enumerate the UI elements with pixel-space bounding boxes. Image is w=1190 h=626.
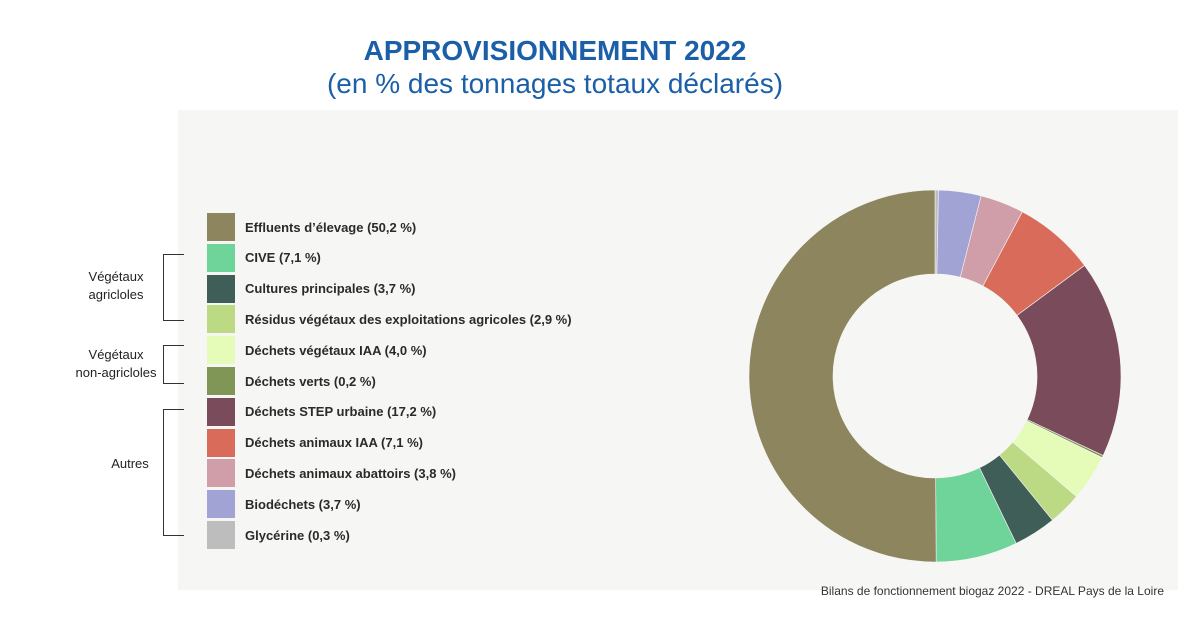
- group-bracket-vegetaux-agricoles: [163, 254, 184, 321]
- legend-label: Déchets verts (0,2 %): [245, 373, 376, 389]
- chart-title-line1: APPROVISIONNEMENT 2022: [363, 35, 747, 66]
- legend-label: Déchets végétaux IAA (4,0 %): [245, 342, 427, 358]
- legend-swatch: [207, 274, 235, 303]
- legend-item: CIVE (7,1 %): [207, 243, 627, 272]
- chart-subtitle: (en % des tonnages totaux déclarés): [326, 68, 784, 99]
- legend-label: Cultures principales (3,7 %): [245, 281, 416, 297]
- legend-swatch: [207, 367, 235, 395]
- group-bracket-vegetaux-non-agricoles: [163, 345, 184, 384]
- legend-label: Glycérine (0,3 %): [245, 527, 350, 543]
- legend-label: Biodéchets (3,7 %): [245, 496, 361, 512]
- group-label-line1: Autres: [111, 456, 149, 471]
- group-label-line2: non-agricloles: [75, 365, 157, 380]
- legend-item: Déchets végétaux IAA (4,0 %): [207, 336, 627, 365]
- legend-label: CIVE (7,1 %): [245, 250, 321, 266]
- legend-label: Effluents d’élevage (50,2 %): [245, 219, 417, 235]
- donut-chart: [748, 189, 1122, 563]
- donut-slice: [748, 189, 937, 563]
- legend-item: Résidus végétaux des exploitations agric…: [207, 305, 627, 334]
- legend-item: Effluents d’élevage (50,2 %): [207, 213, 627, 241]
- legend-swatch: [207, 397, 235, 426]
- legend-swatch: [207, 521, 235, 549]
- legend-label: Résidus végétaux des exploitations agric…: [245, 311, 572, 327]
- legend-label: Déchets STEP urbaine (17,2 %): [245, 404, 437, 420]
- legend-item: Déchets verts (0,2 %): [207, 367, 627, 395]
- legend-swatch: [207, 243, 235, 272]
- group-label-line2: agricloles: [88, 287, 144, 302]
- legend-item: Déchets STEP urbaine (17,2 %): [207, 397, 627, 426]
- group-bracket-autres: [163, 409, 184, 536]
- legend-swatch: [207, 459, 235, 488]
- group-label-vegetaux-agricoles: Végétaux agricloles: [56, 268, 176, 304]
- legend-swatch: [207, 428, 235, 457]
- legend-item: Cultures principales (3,7 %): [207, 274, 627, 303]
- legend-swatch: [207, 336, 235, 365]
- legend-item: Déchets animaux IAA (7,1 %): [207, 428, 627, 457]
- group-label-line1: Végétaux: [88, 269, 144, 284]
- legend-label: Déchets animaux IAA (7,1 %): [245, 435, 423, 451]
- legend-item: Déchets animaux abattoirs (3,8 %): [207, 459, 627, 488]
- legend-swatch: [207, 490, 235, 519]
- legend-item: Biodéchets (3,7 %): [207, 490, 627, 519]
- legend-swatch: [207, 213, 235, 241]
- group-label-autres: Autres: [70, 455, 190, 473]
- legend-label: Déchets animaux abattoirs (3,8 %): [245, 465, 456, 481]
- legend-item: Glycérine (0,3 %): [207, 521, 627, 549]
- group-label-line1: Végétaux: [88, 347, 144, 362]
- group-label-vegetaux-non-agricoles: Végétaux non-agricloles: [56, 346, 176, 382]
- source-note: Bilans de fonctionnement biogaz 2022 - D…: [820, 584, 1164, 598]
- chart-title: APPROVISIONNEMENT 2022 (en % des tonnage…: [0, 34, 1110, 100]
- legend-swatch: [207, 305, 235, 334]
